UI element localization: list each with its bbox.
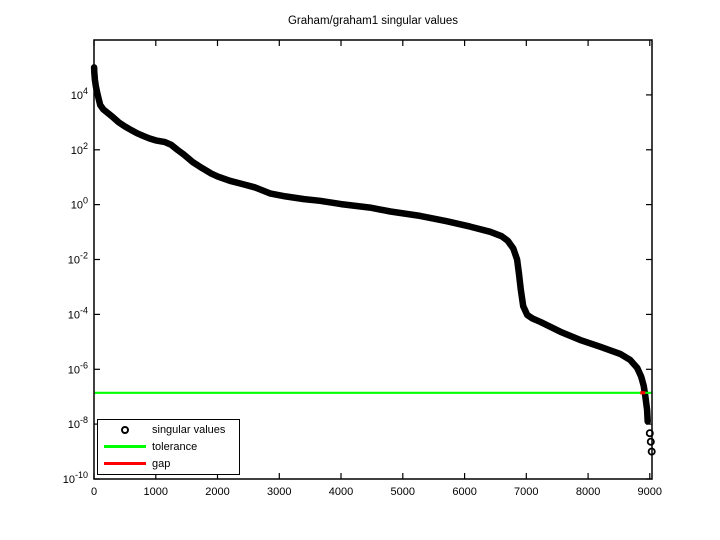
x-tick-label: 4000 [329, 486, 353, 498]
open-circle-marker-icon [121, 426, 129, 435]
x-tick-label: 5000 [391, 486, 415, 498]
legend: singular values tolerance gap [97, 419, 240, 475]
gap-line-icon [104, 462, 146, 466]
chart-title: Graham/graham1 singular values [287, 15, 459, 27]
legend-item-singular-values: singular values [98, 422, 239, 438]
x-tick-label: 0 [91, 486, 97, 498]
x-tick-label: 8000 [576, 486, 600, 498]
legend-item-gap: gap [98, 456, 239, 472]
legend-label-singular-values: singular values [152, 424, 226, 437]
singular-values-curve [90, 64, 651, 425]
x-tick-label: 2000 [205, 486, 229, 498]
y-tick-label: 10-2 [68, 251, 88, 267]
legend-label-tolerance: tolerance [152, 440, 198, 453]
legend-swatch-singular-values [98, 426, 152, 435]
tolerance-line-icon [104, 445, 146, 449]
y-tick-label: 10-6 [68, 360, 88, 376]
y-tick-label: 10-8 [68, 415, 88, 431]
y-tick-label: 102 [71, 141, 88, 157]
x-tick-label: 6000 [452, 486, 476, 498]
y-tick-label: 10-10 [63, 470, 88, 486]
x-tick-label: 3000 [267, 486, 291, 498]
x-tick-label: 7000 [514, 486, 538, 498]
legend-item-tolerance: tolerance [98, 439, 239, 455]
singular-value-marker [646, 437, 655, 446]
y-tick-label: 100 [71, 196, 88, 212]
legend-swatch-tolerance [98, 445, 152, 449]
singular-value-marker [645, 429, 654, 438]
y-tick-label: 104 [71, 86, 88, 102]
axis-box [93, 39, 653, 480]
y-tick-label: 10-4 [68, 305, 88, 321]
legend-swatch-gap [98, 462, 152, 466]
x-tick-label: 1000 [144, 486, 168, 498]
legend-label-gap: gap [152, 457, 171, 470]
x-tick-label: 9000 [638, 486, 662, 498]
